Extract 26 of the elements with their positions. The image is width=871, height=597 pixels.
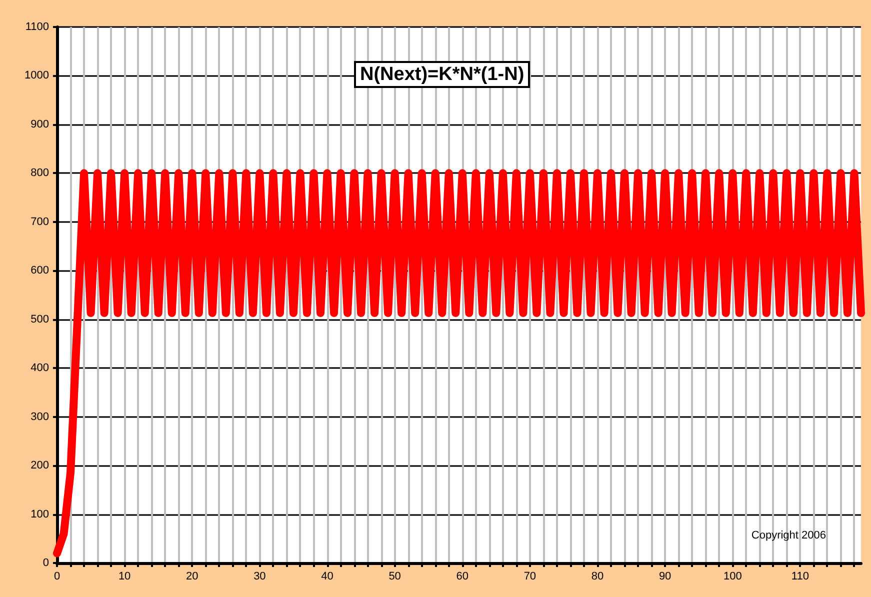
y-tick-label: 900 — [30, 118, 49, 130]
annotation: Copyright 2006 — [751, 530, 826, 542]
x-tick-label: 0 — [54, 570, 60, 582]
y-tick-label: 600 — [30, 264, 49, 277]
y-tick-label: 400 — [30, 362, 49, 374]
y-tick-label: 1100 — [25, 21, 49, 33]
x-tick-label: 60 — [456, 570, 469, 582]
y-tick-label: 800 — [30, 167, 49, 180]
y-tick-label: 1000 — [24, 70, 49, 82]
x-tick-label: 10 — [118, 570, 131, 582]
x-tick-label: 40 — [321, 570, 334, 582]
x-tick-label: 20 — [186, 570, 198, 582]
y-tick-label: 0 — [42, 557, 49, 569]
x-tick-label: 50 — [388, 570, 401, 582]
x-tick-label: 30 — [254, 570, 266, 582]
y-tick-label: 200 — [30, 460, 49, 472]
y-tick-label: 500 — [30, 313, 49, 326]
y-tick-label: 700 — [30, 216, 49, 228]
text: N(Next)=K*N*(1-N) — [360, 64, 524, 85]
x-tick-label: 100 — [723, 570, 742, 582]
y-tick-label: 100 — [30, 508, 49, 520]
x-tick-label: 110 — [791, 570, 809, 582]
x-tick-label: 90 — [658, 570, 672, 582]
x-tick-label: 80 — [591, 570, 604, 582]
y-tick-label: 300 — [30, 410, 49, 423]
x-tick-label: 70 — [524, 570, 536, 582]
